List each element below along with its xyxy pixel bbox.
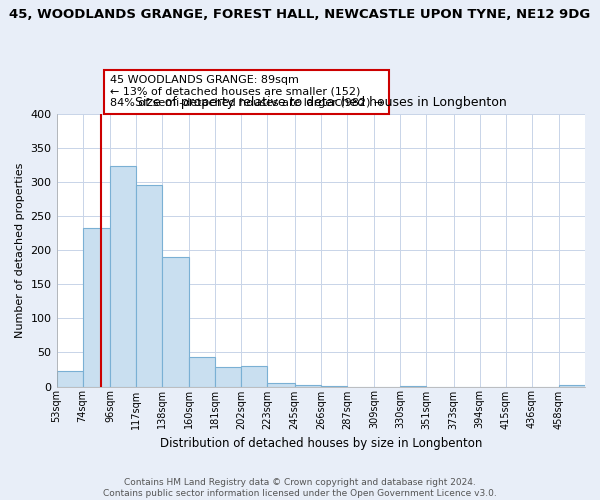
Bar: [559, 385, 585, 386]
Bar: [189, 356, 215, 386]
Bar: [56, 371, 83, 386]
Bar: [295, 385, 321, 386]
Bar: [268, 383, 295, 386]
Title: Size of property relative to detached houses in Longbenton: Size of property relative to detached ho…: [135, 96, 506, 108]
Text: 45, WOODLANDS GRANGE, FOREST HALL, NEWCASTLE UPON TYNE, NE12 9DG: 45, WOODLANDS GRANGE, FOREST HALL, NEWCA…: [10, 8, 590, 20]
Y-axis label: Number of detached properties: Number of detached properties: [15, 162, 25, 338]
Bar: [83, 228, 110, 386]
Bar: [162, 257, 189, 386]
Bar: [110, 166, 136, 386]
Text: 45 WOODLANDS GRANGE: 89sqm
← 13% of detached houses are smaller (152)
84% of sem: 45 WOODLANDS GRANGE: 89sqm ← 13% of deta…: [110, 75, 383, 108]
Bar: [241, 366, 268, 386]
Text: Contains HM Land Registry data © Crown copyright and database right 2024.
Contai: Contains HM Land Registry data © Crown c…: [103, 478, 497, 498]
Bar: [136, 185, 162, 386]
X-axis label: Distribution of detached houses by size in Longbenton: Distribution of detached houses by size …: [160, 437, 482, 450]
Bar: [215, 366, 241, 386]
